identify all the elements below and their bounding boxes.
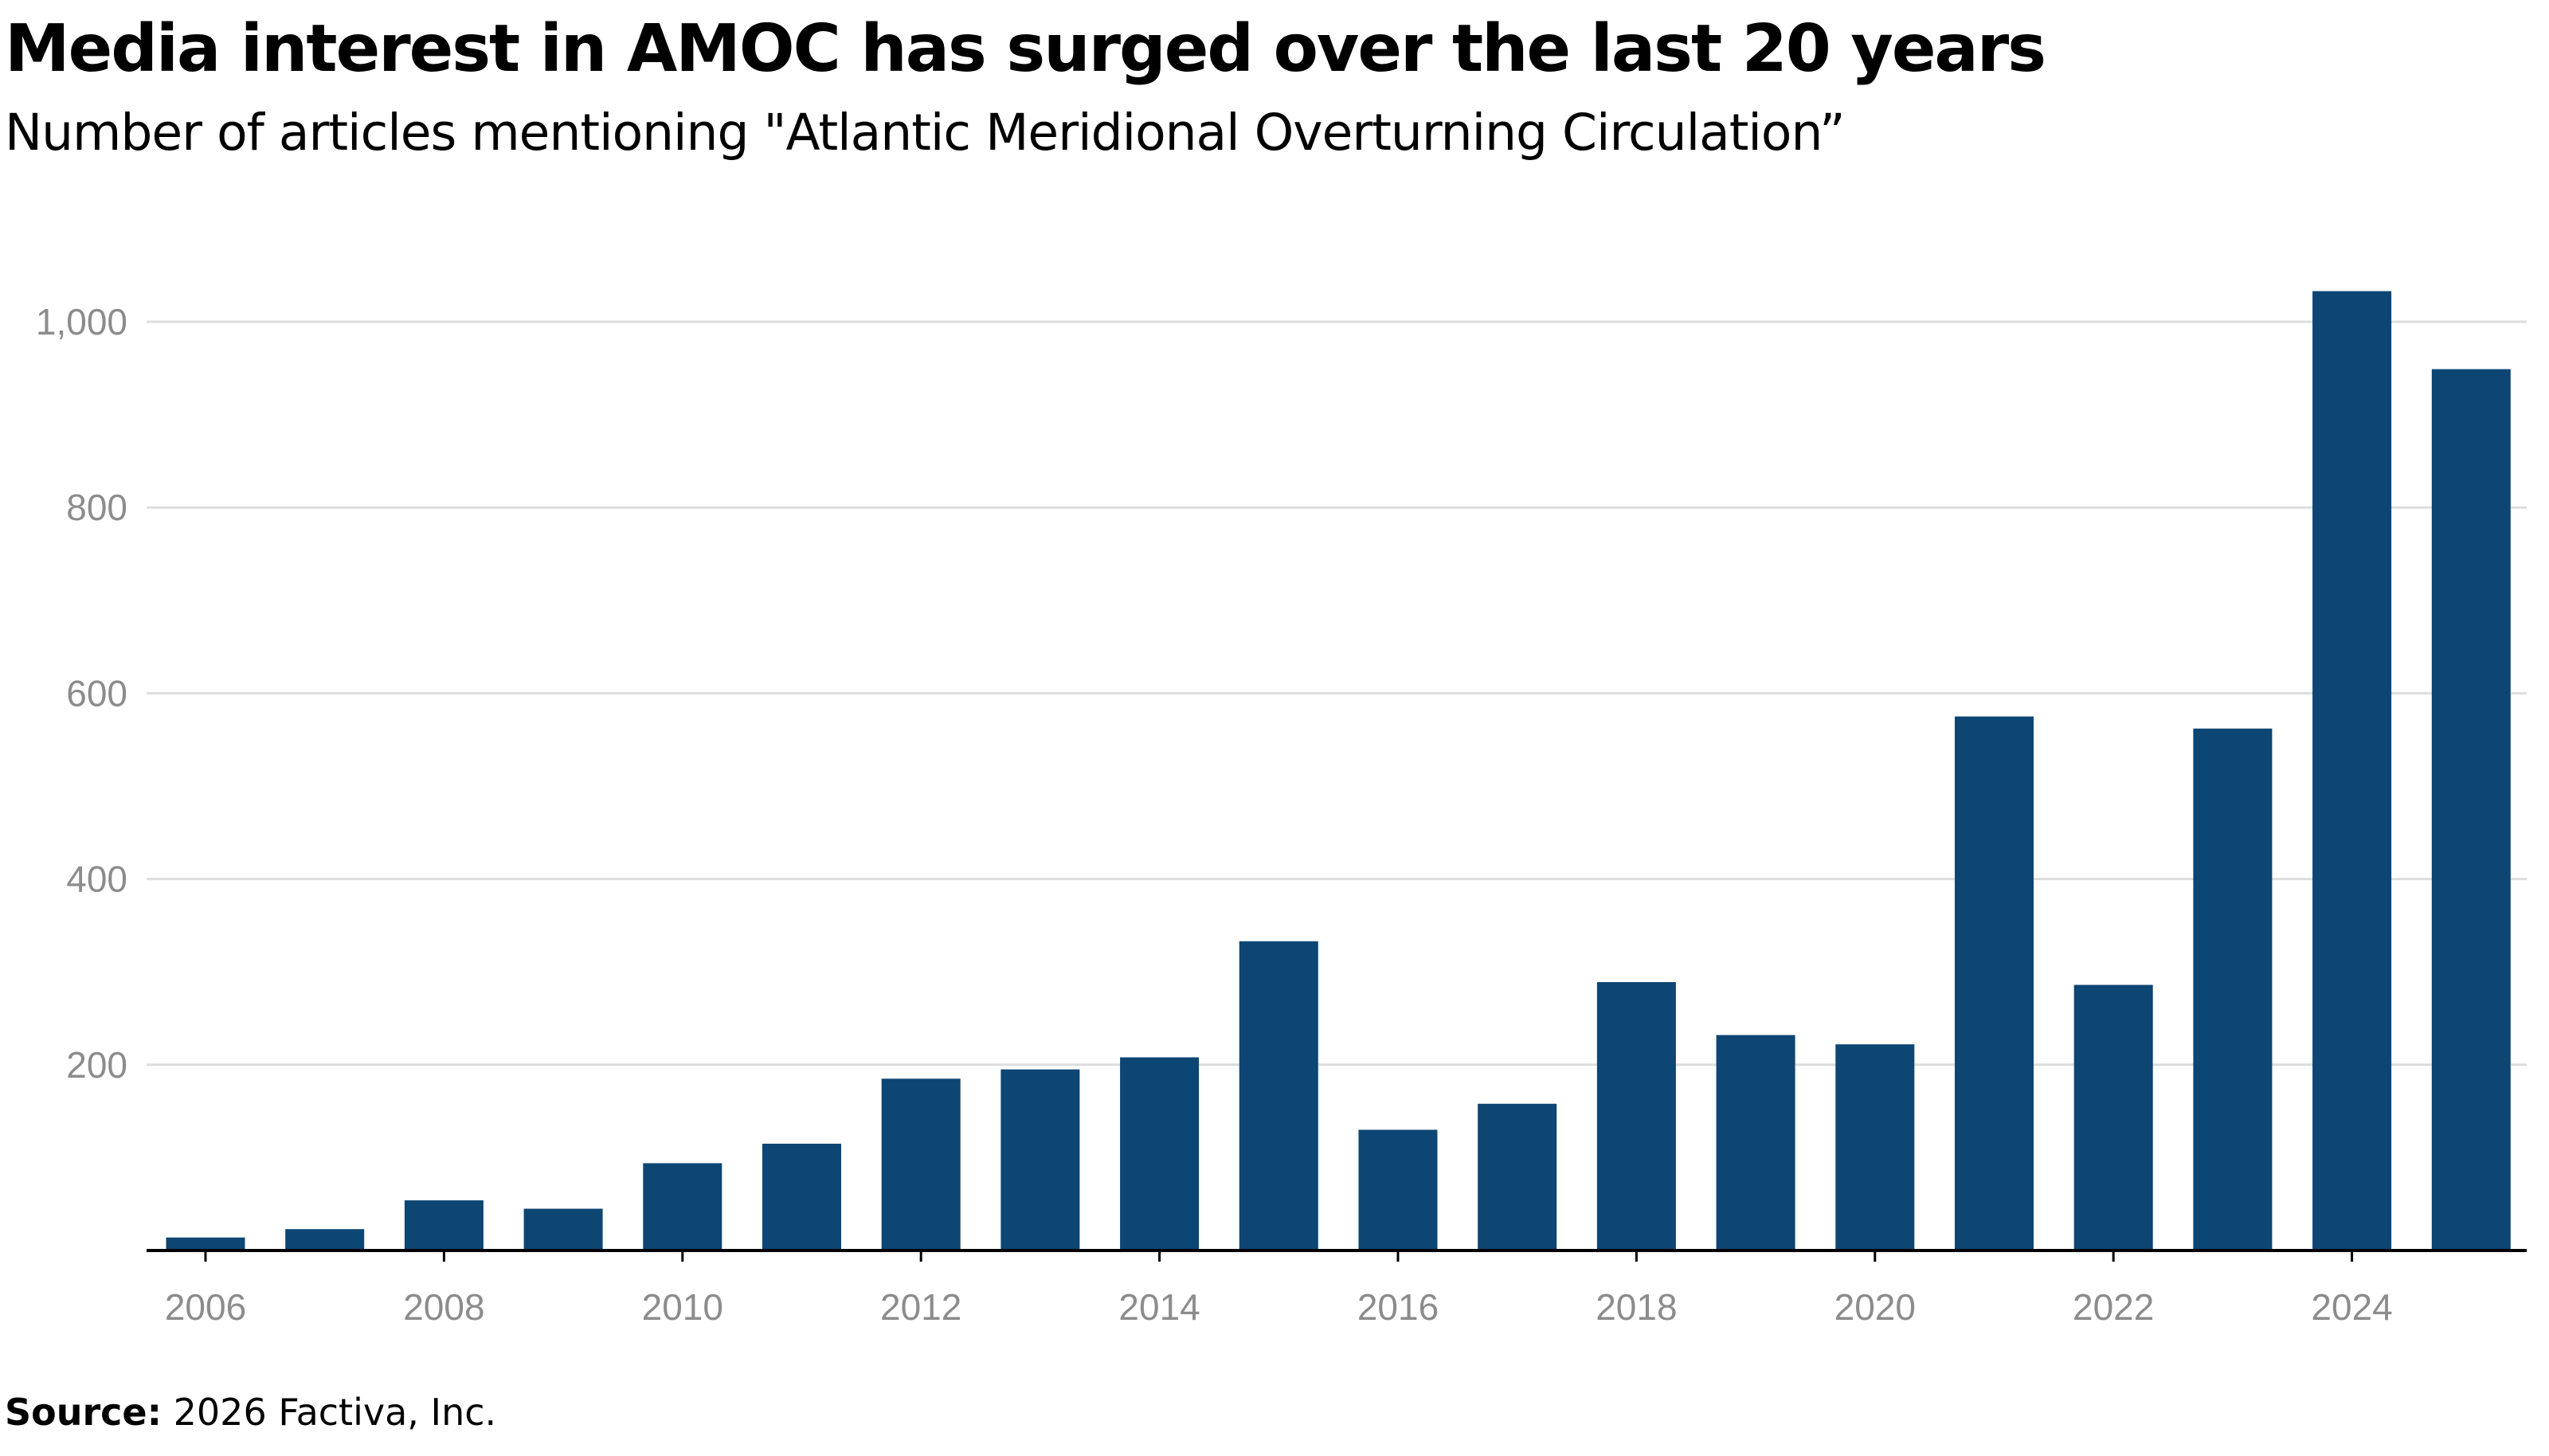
source-note: Source: 2026 Factiva, Inc.: [5, 1384, 496, 1440]
chart-subtitle: Number of articles mentioning "Atlantic …: [5, 104, 1846, 162]
bar-2018: [1596, 982, 1676, 1251]
bar-2006: [166, 1237, 245, 1251]
x-tick-label: 2022: [2073, 1286, 2154, 1328]
bar-2022: [2073, 984, 2153, 1251]
y-tick-label: 400: [66, 859, 127, 900]
y-tick-label: 200: [66, 1044, 127, 1086]
bar-2014: [1120, 1057, 1200, 1251]
x-axis: [147, 1249, 2527, 1262]
y-tick-label: 600: [66, 672, 127, 714]
x-tick-label: 2016: [1357, 1286, 1439, 1328]
source-text: 2026 Factiva, Inc.: [162, 1391, 497, 1434]
bars: [166, 291, 2511, 1251]
source-label: Source:: [5, 1391, 162, 1434]
x-tick-label: 2018: [1596, 1286, 1677, 1328]
x-tick-label: 2012: [880, 1286, 961, 1328]
gridlines: [147, 320, 2527, 1067]
x-tick-label: 2020: [1834, 1286, 1916, 1328]
bar-2019: [1716, 1035, 1795, 1251]
bar-2020: [1835, 1044, 1915, 1251]
y-tick-label: 800: [66, 487, 127, 528]
bar-2016: [1358, 1129, 1438, 1251]
x-tick-label: 2008: [403, 1286, 484, 1328]
bar-2015: [1239, 941, 1318, 1251]
bar-2017: [1478, 1103, 1557, 1251]
bar-2021: [1955, 716, 2034, 1251]
bar-2012: [881, 1078, 961, 1251]
bar-2010: [643, 1163, 722, 1251]
x-tick-label: 2014: [1118, 1286, 1200, 1328]
bar-2013: [1000, 1069, 1080, 1251]
bar-2025: [2431, 369, 2511, 1251]
bar-2011: [762, 1143, 841, 1251]
x-tick-label: 2006: [165, 1286, 246, 1328]
x-axis-tick-labels: 2006 2008 2010 2012 2014 2016 2018 2020 2022 2024: [165, 1286, 2393, 1328]
bar-2024: [2312, 291, 2392, 1251]
chart-title: Media interest in AMOC has surged over t…: [5, 11, 2046, 87]
bar-2007: [285, 1229, 365, 1251]
x-tick-label: 2024: [2311, 1286, 2392, 1328]
x-tick-label: 2010: [642, 1286, 723, 1328]
y-axis-tick-labels: 200 400 600 800 1,000: [36, 301, 127, 1086]
bar-2008: [404, 1200, 484, 1251]
bar-2023: [2193, 728, 2273, 1251]
bar-2009: [523, 1208, 603, 1251]
y-tick-label: 1,000: [36, 301, 127, 342]
